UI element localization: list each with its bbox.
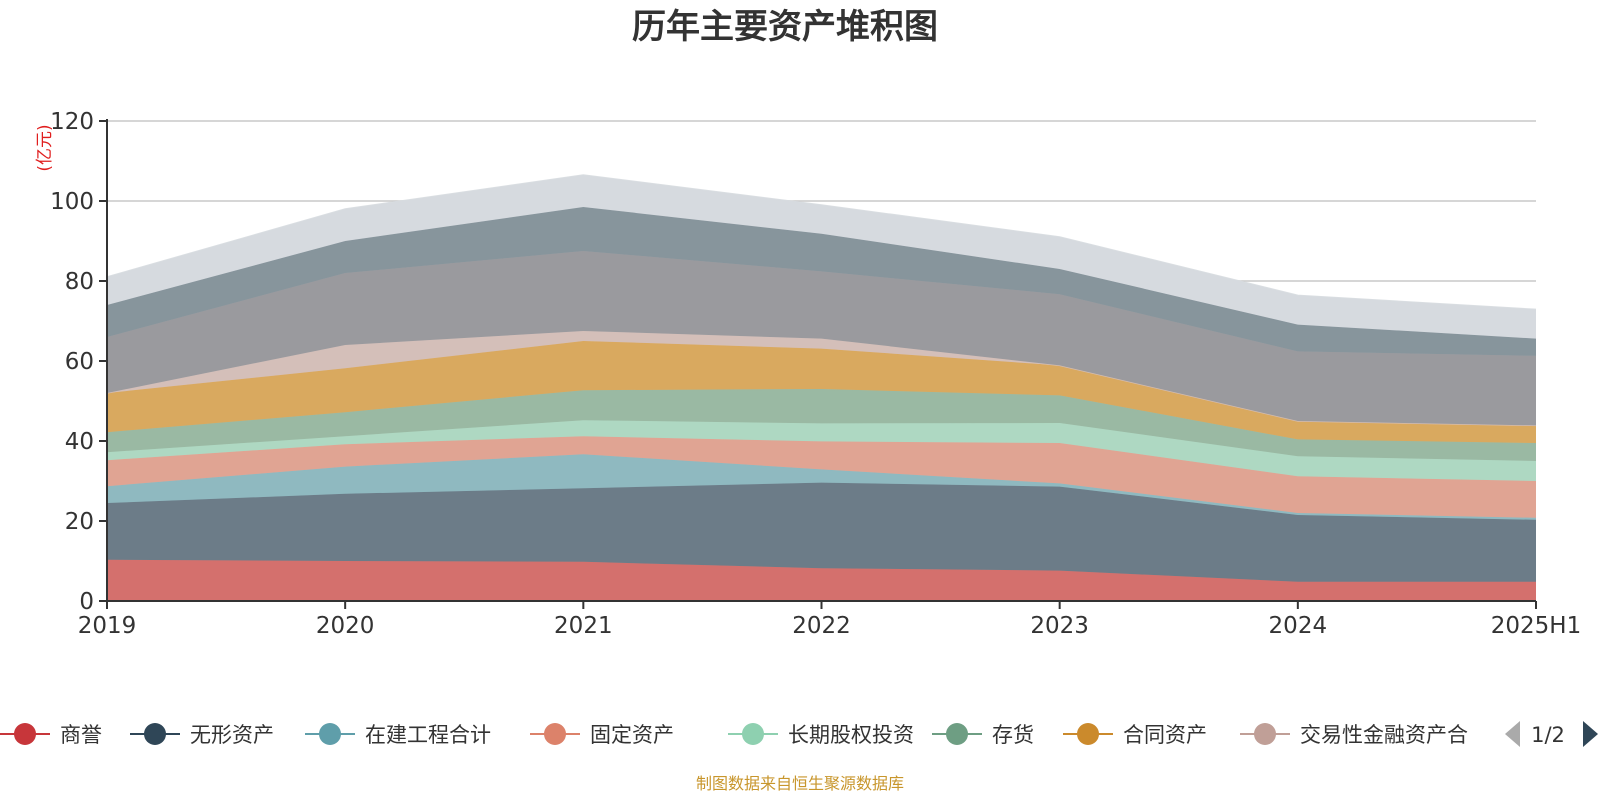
area-series-11 xyxy=(107,175,1536,339)
legend-dot-icon xyxy=(319,723,341,745)
area-series-1 xyxy=(107,559,1536,601)
x-tick-label: 2024 xyxy=(1269,613,1328,639)
legend-item[interactable]: 在建工程合计 xyxy=(305,723,491,747)
area-series-7 xyxy=(107,341,1536,443)
legend-pager[interactable]: 1/2 xyxy=(1505,721,1598,747)
legend[interactable]: 商誉 无形资产 在建工程合计 固定资产 长期股权投资 存货 合同资产 交易性金融资产合 xyxy=(0,723,1468,747)
area-series-edge-11 xyxy=(106,174,1537,311)
legend-dot-icon xyxy=(1077,723,1099,745)
legend-dot-icon xyxy=(544,723,566,745)
area-series-5 xyxy=(107,420,1536,481)
legend-item[interactable]: 无形资产 xyxy=(130,723,274,747)
legend-item[interactable]: 固定资产 xyxy=(530,723,674,747)
x-tick-label: 2023 xyxy=(1030,613,1089,639)
legend-label: 无形资产 xyxy=(190,723,274,747)
legend-item[interactable]: 存货 xyxy=(932,723,1034,747)
x-tick-label: 2022 xyxy=(792,613,851,639)
y-tick-label: 100 xyxy=(50,189,94,215)
y-tick-label: 60 xyxy=(65,349,94,375)
legend-label: 商誉 xyxy=(60,723,102,747)
legend-item[interactable]: 交易性金融资产合 xyxy=(1240,723,1468,747)
x-tick-label: 2025H1 xyxy=(1491,613,1581,639)
legend-item[interactable]: 合同资产 xyxy=(1063,723,1207,747)
area-series-10 xyxy=(107,207,1536,356)
axes: 0 20 40 60 80 100 120 2019 2020 2021 2022 2023 2024 2… xyxy=(50,109,1581,639)
y-tick-label: 80 xyxy=(65,269,94,295)
area-series-2 xyxy=(107,482,1536,582)
y-tick-label: 0 xyxy=(79,589,94,615)
x-tick-label: 2019 xyxy=(78,613,137,639)
caret-left-icon[interactable] xyxy=(1505,721,1520,747)
data-source-note: 制图数据来自恒生聚源数据库 xyxy=(696,774,904,793)
legend-dot-icon xyxy=(14,723,36,745)
legend-dot-icon xyxy=(144,723,166,745)
x-tick-label: 2021 xyxy=(554,613,613,639)
chart-title: 历年主要资产堆积图 xyxy=(632,7,938,47)
area-series-6 xyxy=(107,389,1536,461)
area-series-3 xyxy=(107,454,1536,520)
x-tick-label: 2020 xyxy=(316,613,375,639)
legend-label: 交易性金融资产合 xyxy=(1300,723,1468,747)
caret-right-icon[interactable] xyxy=(1583,721,1598,747)
area-series-4 xyxy=(107,436,1536,518)
y-axis-unit: (亿元) xyxy=(35,124,55,171)
legend-item[interactable]: 长期股权投资 xyxy=(728,723,914,747)
area-series-8 xyxy=(107,331,1536,426)
legend-label: 固定资产 xyxy=(590,723,674,747)
legend-dot-icon xyxy=(1254,723,1276,745)
legend-label: 存货 xyxy=(992,723,1034,747)
y-tick-label: 20 xyxy=(65,509,94,535)
legend-dot-icon xyxy=(742,723,764,745)
legend-page-indicator: 1/2 xyxy=(1531,723,1565,747)
legend-dot-icon xyxy=(946,723,968,745)
legend-label: 合同资产 xyxy=(1123,723,1207,747)
y-tick-label: 120 xyxy=(50,109,94,135)
legend-label: 长期股权投资 xyxy=(788,723,914,747)
legend-label: 在建工程合计 xyxy=(365,723,491,747)
y-tick-label: 40 xyxy=(65,429,94,455)
legend-item[interactable]: 商誉 xyxy=(0,723,102,747)
area-series xyxy=(106,174,1537,601)
area-series-9 xyxy=(107,251,1536,426)
